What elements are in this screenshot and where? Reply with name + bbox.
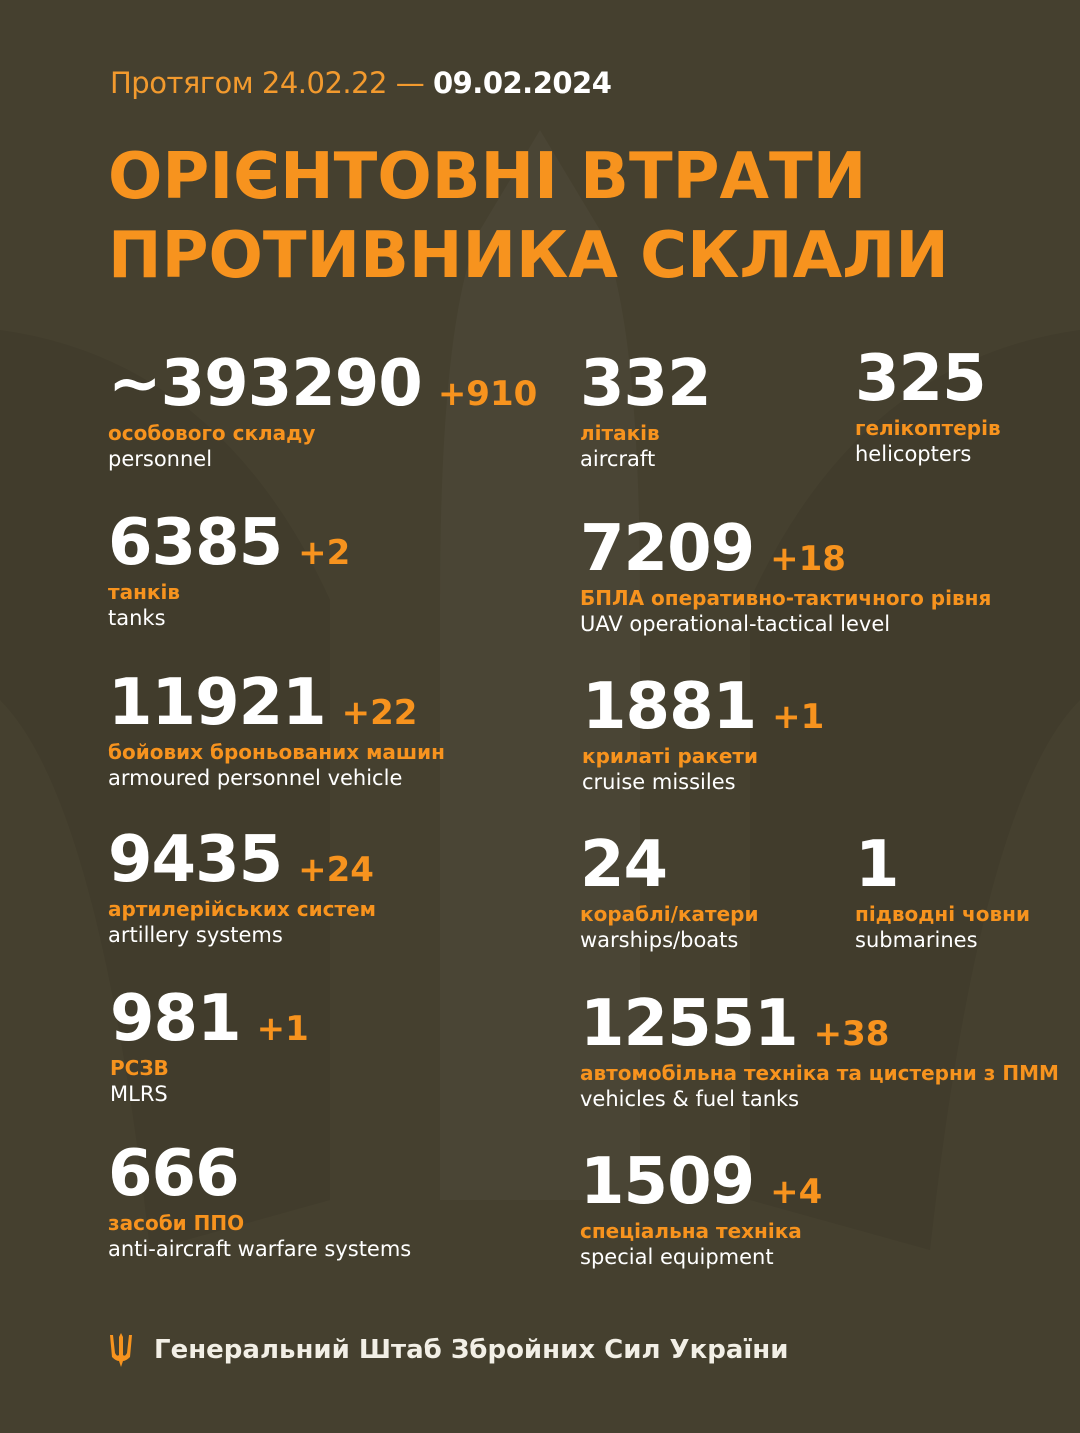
title-line-1: ОРІЄНТОВНІ ВТРАТИ <box>108 140 867 214</box>
stat-value: 6385 <box>108 506 283 580</box>
stat-label-en: aircraft <box>580 447 656 471</box>
stat-label-ua: артилерійських систем <box>108 897 376 921</box>
value-row: 666 <box>108 1138 411 1210</box>
period-end-date: 09.02.2024 <box>432 66 612 100</box>
stat-value: 7209 <box>580 512 755 586</box>
stat-value: 9435 <box>108 823 283 897</box>
stat-label-en: special equipment <box>580 1245 774 1269</box>
stat-label-ua: автомобільна техніка та цистерни з ПММ <box>580 1061 1059 1085</box>
value-row: ~393290 +910 <box>108 348 537 420</box>
stat-delta: +1 <box>256 1009 309 1049</box>
stat-personnel: ~393290 +910 особового складу personnel <box>108 348 537 472</box>
stat-delta: +24 <box>298 850 374 890</box>
footer-text: Генеральний Штаб Збройних Сил України <box>154 1335 789 1365</box>
stat-label-en: submarines <box>855 928 978 952</box>
stat-delta: +1 <box>772 697 825 737</box>
stat-special-equipment: 1509 +4 спеціальна техніка special equipmen… <box>580 1146 822 1270</box>
page-title: ОРІЄНТОВНІ ВТРАТИ ПРОТИВНИКА СКЛАЛИ <box>108 138 949 296</box>
stat-artillery: 9435 +24 артилерійських систем artillery sy… <box>108 824 376 948</box>
value-row: 1509 +4 <box>580 1146 822 1218</box>
stat-label-en: warships/boats <box>580 928 739 952</box>
stat-aircraft: 332 літаків aircraft <box>580 347 712 472</box>
footer: Генеральний Штаб Збройних Сил України <box>108 1330 789 1370</box>
stat-label-ua: засоби ППО <box>108 1211 245 1235</box>
stat-helicopters: 325 гелікоптерів helicopters <box>855 343 1001 467</box>
stat-label-ua: підводні човни <box>855 902 1030 926</box>
stat-label-en: personnel <box>108 447 213 471</box>
stat-value: 325 <box>855 342 987 416</box>
stat-label-en: MLRS <box>110 1082 168 1106</box>
stat-delta: +2 <box>298 533 351 573</box>
stat-value: 666 <box>108 1137 240 1211</box>
stat-label-ua: РСЗВ <box>110 1056 169 1080</box>
value-row: 981 +1 <box>110 983 309 1055</box>
stat-value: 332 <box>580 347 712 421</box>
stat-value: 1509 <box>580 1145 755 1219</box>
stat-value: 11921 <box>108 666 327 740</box>
stat-label-en: anti-aircraft warfare systems <box>108 1237 412 1261</box>
stat-label-en: cruise missiles <box>582 770 736 794</box>
stat-label-ua: спеціальна техніка <box>580 1219 802 1243</box>
value-row: 325 <box>855 343 1001 415</box>
stat-vehicles: 12551 +38 автомобільна техніка та цистерни… <box>580 988 1059 1112</box>
period-header: Протягом 24.02.22 — 09.02.2024 <box>110 64 612 102</box>
stat-value: 24 <box>580 828 668 902</box>
value-row: 6385 +2 <box>108 507 350 579</box>
stat-value: 1881 <box>582 670 757 744</box>
stat-label-ua: літаків <box>580 421 660 445</box>
stat-value: ~393290 <box>108 347 423 421</box>
trident-icon <box>110 1333 132 1367</box>
stat-value: 1 <box>855 828 900 902</box>
value-row: 24 <box>580 829 758 901</box>
stat-label-en: armoured personnel vehicle <box>108 766 403 790</box>
stat-label-ua: крилаті ракети <box>582 744 759 768</box>
stat-label-ua: гелікоптерів <box>855 416 1001 440</box>
stat-label-ua: танків <box>108 580 180 604</box>
value-row: 9435 +24 <box>108 824 376 896</box>
stat-delta: +22 <box>341 693 418 733</box>
stat-label-ua: кораблі/катери <box>580 902 759 926</box>
stat-label-ua: БПЛА оперативно-тактичного рівня <box>580 586 992 610</box>
stat-mlrs: 981 +1 РСЗВ MLRS <box>110 983 309 1107</box>
stat-uav: 7209 +18 БПЛА оперативно-тактичного рівня U… <box>580 513 991 637</box>
value-row: 1881 +1 <box>582 671 824 743</box>
value-row: 332 <box>580 347 712 421</box>
stat-cruise-missiles: 1881 +1 крилаті ракети cruise missiles <box>582 671 824 795</box>
stat-apv: 11921 +22 бойових броньованих машин armoure… <box>108 667 445 791</box>
value-row: 7209 +18 <box>580 513 991 585</box>
stat-delta: +38 <box>813 1014 890 1054</box>
stat-value: 981 <box>110 982 242 1056</box>
stat-delta: +910 <box>437 374 538 414</box>
value-row: 1 <box>855 829 1030 901</box>
stat-value: 12551 <box>580 987 799 1061</box>
stat-delta: +4 <box>770 1172 823 1212</box>
stat-label-en: UAV operational-tactical level <box>580 612 891 636</box>
period-prefix: Протягом 24.02.22 — <box>110 66 425 100</box>
stat-tanks: 6385 +2 танків tanks <box>108 507 350 631</box>
stat-label-en: tanks <box>108 606 166 630</box>
value-row: 12551 +38 <box>580 988 1059 1060</box>
stat-anti-aircraft: 666 засоби ППО anti-aircraft warfare syste… <box>108 1138 411 1262</box>
title-line-2: ПРОТИВНИКА СКЛАЛИ <box>108 219 949 293</box>
stat-label-ua: особового складу <box>108 421 316 445</box>
value-row: 11921 +22 <box>108 667 445 739</box>
stat-label-en: artillery systems <box>108 923 283 947</box>
stat-label-ua: бойових броньованих машин <box>108 740 445 764</box>
stat-delta: +18 <box>770 539 846 579</box>
stat-warships: 24 кораблі/катери warships/boats <box>580 829 758 953</box>
stat-submarines: 1 підводні човни submarines <box>855 829 1030 953</box>
stat-label-en: vehicles & fuel tanks <box>580 1087 800 1111</box>
stat-label-en: helicopters <box>855 442 972 466</box>
